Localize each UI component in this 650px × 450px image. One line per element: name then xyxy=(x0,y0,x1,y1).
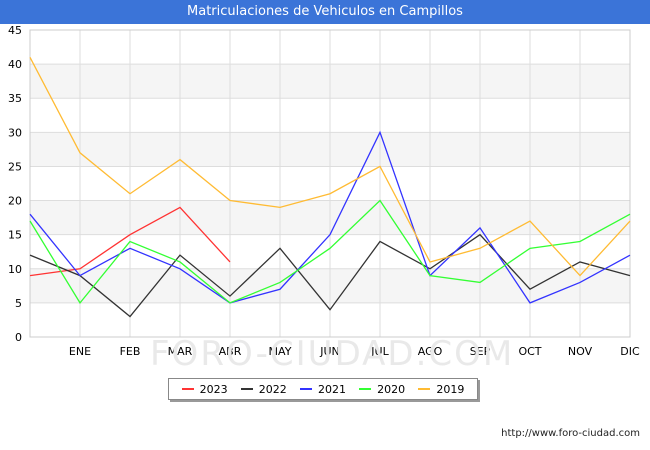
watermark: FORO-CIUDAD.COM xyxy=(150,334,515,374)
x-tick-label: DIC xyxy=(620,345,640,358)
legend-swatch xyxy=(359,388,372,390)
legend-item-2023: 2023 xyxy=(181,382,228,396)
y-tick-label: 15 xyxy=(8,229,22,242)
y-tick-label: 10 xyxy=(8,263,22,276)
series-line-2021 xyxy=(29,130,631,304)
y-tick-label: 30 xyxy=(8,126,22,139)
legend-swatch xyxy=(418,388,431,390)
y-tick-label: 20 xyxy=(8,195,22,208)
x-tick-label: AGO xyxy=(418,345,443,358)
chart-title: Matriculaciones de Vehiculos en Campillo… xyxy=(0,0,650,24)
legend-label: 2023 xyxy=(199,382,228,396)
x-tick-label: SEP xyxy=(470,345,491,358)
x-tick-label: OCT xyxy=(518,345,541,358)
series-line-2023 xyxy=(29,206,231,277)
plot-border xyxy=(29,29,631,338)
series-line-2022 xyxy=(29,233,631,318)
x-tick-label: JUN xyxy=(319,345,340,358)
y-tick-label: 0 xyxy=(15,331,22,344)
legend-swatch xyxy=(299,388,312,390)
y-tick-label: 35 xyxy=(8,92,22,105)
legend-label: 2020 xyxy=(377,382,406,396)
y-tick-label: 45 xyxy=(8,24,22,37)
y-tick-label: 40 xyxy=(8,58,22,71)
series-line-2019 xyxy=(29,56,631,277)
series-line-2020 xyxy=(29,199,631,305)
y-tick-label: 25 xyxy=(8,160,22,173)
legend-label: 2021 xyxy=(317,382,346,396)
x-tick-label: FEB xyxy=(120,345,141,358)
footer-url: http://www.foro-ciudad.com xyxy=(501,428,640,439)
y-tick-label: 5 xyxy=(15,297,22,310)
legend-label: 2019 xyxy=(436,382,465,396)
legend-item-2019: 2019 xyxy=(418,383,464,396)
legend-item-2022: 2022 xyxy=(240,382,287,396)
x-tick-label: JUL xyxy=(370,345,389,358)
x-tick-label: ABR xyxy=(219,345,242,358)
legend-item-2021: 2021 xyxy=(299,382,346,396)
x-tick-label: ENE xyxy=(69,345,91,358)
legend-swatch xyxy=(240,388,253,390)
x-tick-label: NOV xyxy=(568,345,593,358)
x-tick-label: MAR xyxy=(168,345,193,358)
legend-swatch xyxy=(181,388,194,390)
legend-label: 2022 xyxy=(258,382,287,396)
chart-legend: 2023 2022 2021 2020 2019 xyxy=(168,378,478,400)
legend-item-2020: 2020 xyxy=(359,383,405,396)
x-tick-label: MAY xyxy=(269,345,292,358)
